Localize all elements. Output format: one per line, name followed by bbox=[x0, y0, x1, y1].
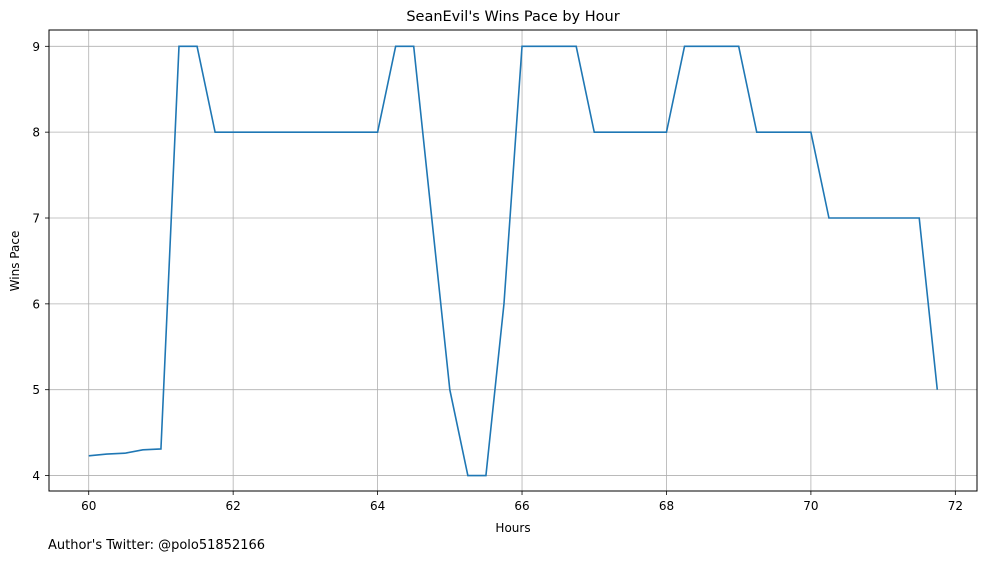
y-axis-label: Wins Pace bbox=[8, 231, 22, 292]
x-tick-label: 62 bbox=[226, 499, 241, 513]
ticks: 60 62 64 66 68 70 72 4 5 6 7 8 9 bbox=[32, 40, 963, 513]
y-tick-label: 4 bbox=[32, 469, 40, 483]
y-tick-label: 7 bbox=[32, 212, 40, 226]
grid bbox=[49, 30, 977, 491]
y-tick-label: 8 bbox=[32, 126, 40, 140]
plot-frame bbox=[48, 29, 978, 492]
author-footer: Author's Twitter: @polo51852166 bbox=[48, 538, 266, 553]
x-tick-label: 70 bbox=[803, 499, 818, 513]
y-tick-label: 6 bbox=[32, 297, 40, 311]
y-tick-label: 5 bbox=[32, 383, 40, 397]
y-tick-label: 9 bbox=[32, 40, 40, 54]
x-tick-label: 60 bbox=[81, 499, 96, 513]
series-line bbox=[88, 45, 939, 477]
x-axis-label: Hours bbox=[495, 521, 530, 535]
x-tick-label: 68 bbox=[659, 499, 674, 513]
x-tick-label: 72 bbox=[948, 499, 963, 513]
x-tick-label: 64 bbox=[370, 499, 385, 513]
chart-title: SeanEvil's Wins Pace by Hour bbox=[406, 9, 619, 25]
x-tick-label: 66 bbox=[514, 499, 529, 513]
